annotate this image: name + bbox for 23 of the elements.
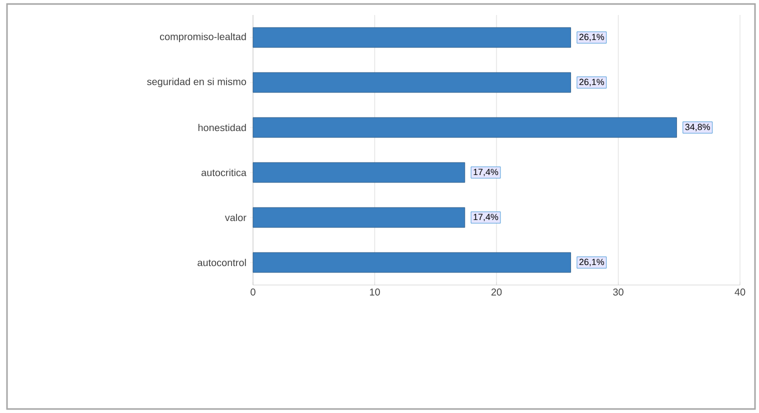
x-tick-label: 0 (250, 288, 256, 296)
y-tick-label: valor (224, 214, 246, 222)
y-tick-label: compromiso-lealtad (160, 32, 246, 42)
y-tick-label: autocontrol (198, 258, 246, 266)
x-tick-label: 30 (613, 288, 624, 296)
data-label: 17,4% (474, 168, 498, 176)
x-tick-label: 20 (491, 288, 502, 296)
bar (252, 162, 466, 183)
data-label: 26,1% (579, 78, 604, 86)
bar (252, 117, 677, 138)
data-label: 26,1% (579, 34, 604, 42)
data-label: 17,4% (474, 214, 498, 222)
data-label: 34,8% (685, 124, 710, 132)
bar (252, 252, 571, 273)
y-tick-label: autocritica (202, 168, 246, 176)
bar (252, 27, 571, 48)
bar (252, 207, 466, 228)
y-tick-label: honestidad (198, 124, 246, 132)
x-tick-label: 10 (370, 288, 380, 296)
bar (252, 72, 571, 93)
data-label: 26,1% (579, 258, 604, 266)
y-tick-label: seguridad en si mismo (147, 78, 246, 88)
x-tick-label: 40 (734, 288, 746, 296)
